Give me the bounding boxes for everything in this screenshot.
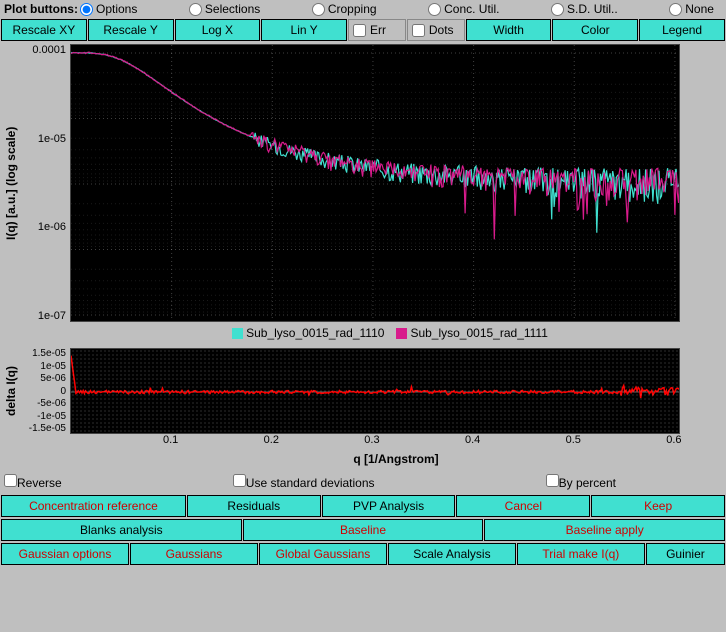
baseline-button[interactable]: Baseline [243,519,484,541]
chart-legend: Sub_lyso_0015_rad_1110Sub_lyso_0015_rad_… [70,322,722,344]
delta-chart-area: delta I(q) 1.5e-051e-055e-060-5e-06-1e-0… [0,346,726,470]
xtick-row: 0.10.20.30.40.50.6 [70,434,680,450]
reverse-checkbox[interactable]: Reverse [4,474,62,490]
plot-radio-options[interactable]: Options [80,2,137,16]
legend-button[interactable]: Legend [639,19,725,41]
delta-chart-ylabel: delta I(q) [2,348,20,434]
main-chart-ylabel: I(q) [a.u.] (log scale) [2,44,20,322]
main-chart-plot[interactable] [70,44,680,322]
delta-chart-yticks: 1.5e-051e-055e-060-5e-06-1e-05-1.5e-05 [20,348,70,434]
plot-buttons-label: Plot buttons: [4,2,78,16]
plot-radio-conc-util-[interactable]: Conc. Util. [428,2,499,16]
residuals-button[interactable]: Residuals [187,495,321,517]
plot-radio-none[interactable]: None [669,2,714,16]
trial-make-i-q--button[interactable]: Trial make I(q) [517,543,645,565]
dots-checkbox[interactable]: Dots [407,19,465,41]
blanks-analysis-button[interactable]: Blanks analysis [1,519,242,541]
main-chart-yticks: 0.00011e-051e-061e-07 [20,44,70,322]
options-check-row: Reverse Use standard deviations By perce… [0,470,726,494]
plot-toolbar: Rescale XYRescale YLog XLin YErrDotsWidt… [0,18,726,42]
delta-chart-plot[interactable] [70,348,680,434]
keep-button[interactable]: Keep [591,495,725,517]
lin-y-button[interactable]: Lin Y [261,19,347,41]
err-checkbox[interactable]: Err [348,19,406,41]
bypercent-checkbox[interactable]: By percent [546,474,616,490]
global-gaussians-button[interactable]: Global Gaussians [259,543,387,565]
baseline-apply-button[interactable]: Baseline apply [484,519,725,541]
action-button-rows: Concentration referenceResidualsPVP Anal… [0,494,726,566]
plot-buttons-radio-row: Plot buttons: Options Selections Cropping C… [0,0,726,18]
plot-radio-cropping[interactable]: Cropping [312,2,377,16]
xlabel: q [1/Angstrom] [70,450,722,468]
log-x-button[interactable]: Log X [175,19,261,41]
rescale-xy-button[interactable]: Rescale XY [1,19,87,41]
stddev-checkbox[interactable]: Use standard deviations [233,474,375,490]
scale-analysis-button[interactable]: Scale Analysis [388,543,516,565]
plot-radio-selections[interactable]: Selections [189,2,260,16]
width-button[interactable]: Width [466,19,552,41]
cancel-button[interactable]: Cancel [456,495,590,517]
guinier-button[interactable]: Guinier [646,543,725,565]
concentration-reference-button[interactable]: Concentration reference [1,495,186,517]
main-chart-area: I(q) [a.u.] (log scale) 0.00011e-051e-06… [0,42,726,346]
rescale-y-button[interactable]: Rescale Y [88,19,174,41]
gaussians-button[interactable]: Gaussians [130,543,258,565]
pvp-analysis-button[interactable]: PVP Analysis [322,495,456,517]
color-button[interactable]: Color [552,19,638,41]
gaussian-options-button[interactable]: Gaussian options [1,543,129,565]
plot-radio-s-d-util-[interactable]: S.D. Util.. [551,2,618,16]
